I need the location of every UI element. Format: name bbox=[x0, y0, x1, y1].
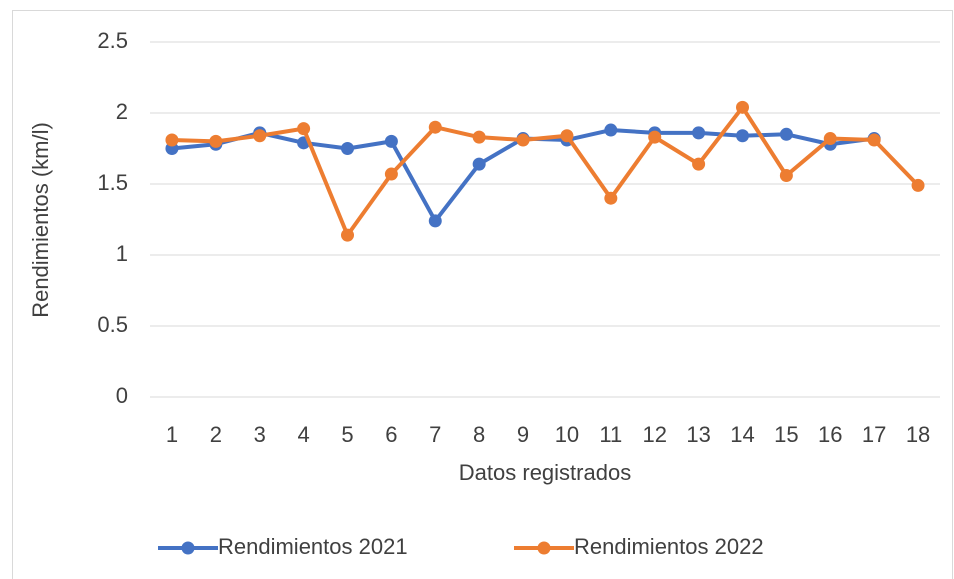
legend-label: Rendimientos 2021 bbox=[218, 534, 408, 559]
data-point bbox=[165, 133, 179, 147]
y-tick-label: 0.5 bbox=[97, 312, 128, 337]
data-point bbox=[297, 122, 311, 136]
x-tick-label: 14 bbox=[730, 422, 754, 447]
x-tick-label: 4 bbox=[297, 422, 309, 447]
y-tick-label: 1 bbox=[116, 241, 128, 266]
legend-marker bbox=[537, 541, 551, 555]
data-point bbox=[867, 133, 881, 147]
x-tick-label: 5 bbox=[341, 422, 353, 447]
data-point bbox=[779, 127, 793, 141]
x-tick-label: 9 bbox=[517, 422, 529, 447]
x-tick-label: 1 bbox=[166, 422, 178, 447]
x-tick-label: 10 bbox=[555, 422, 579, 447]
data-point bbox=[823, 132, 837, 146]
x-axis-label: Datos registrados bbox=[459, 460, 631, 485]
data-point bbox=[428, 120, 442, 134]
data-point bbox=[472, 130, 486, 144]
x-tick-label: 17 bbox=[862, 422, 886, 447]
data-point bbox=[692, 126, 706, 140]
x-tick-label: 8 bbox=[473, 422, 485, 447]
x-tick-label: 2 bbox=[210, 422, 222, 447]
legend-label: Rendimientos 2022 bbox=[574, 534, 764, 559]
data-point bbox=[253, 129, 267, 143]
chart-border bbox=[12, 10, 953, 579]
legend-marker bbox=[181, 541, 195, 555]
x-tick-label: 18 bbox=[906, 422, 930, 447]
x-tick-label: 6 bbox=[385, 422, 397, 447]
y-tick-label: 0 bbox=[116, 383, 128, 408]
data-point bbox=[341, 228, 354, 242]
data-point bbox=[560, 129, 574, 143]
data-point bbox=[209, 134, 223, 148]
x-tick-label: 16 bbox=[818, 422, 842, 447]
x-tick-label: 12 bbox=[642, 422, 666, 447]
data-point bbox=[428, 214, 442, 228]
x-tick-label: 3 bbox=[254, 422, 266, 447]
x-tick-label: 7 bbox=[429, 422, 441, 447]
data-point bbox=[516, 133, 530, 147]
data-point bbox=[384, 134, 398, 148]
data-point bbox=[736, 129, 749, 143]
data-point bbox=[604, 191, 618, 205]
data-point bbox=[472, 157, 486, 171]
data-point bbox=[341, 142, 354, 155]
data-point bbox=[736, 100, 749, 114]
x-tick-label: 11 bbox=[599, 422, 622, 447]
y-axis-label: Rendimientos (km/l) bbox=[28, 122, 53, 318]
y-tick-label: 1.5 bbox=[97, 170, 128, 195]
data-point bbox=[648, 130, 662, 144]
data-point bbox=[384, 167, 398, 181]
data-point bbox=[692, 157, 706, 171]
x-tick-label: 15 bbox=[774, 422, 798, 447]
data-point bbox=[604, 123, 618, 137]
data-point bbox=[779, 168, 793, 182]
data-point bbox=[911, 178, 925, 192]
x-tick-label: 13 bbox=[686, 422, 710, 447]
series-line bbox=[171, 105, 920, 238]
y-tick-label: 2.5 bbox=[97, 28, 128, 53]
y-tick-label: 2 bbox=[116, 99, 128, 124]
